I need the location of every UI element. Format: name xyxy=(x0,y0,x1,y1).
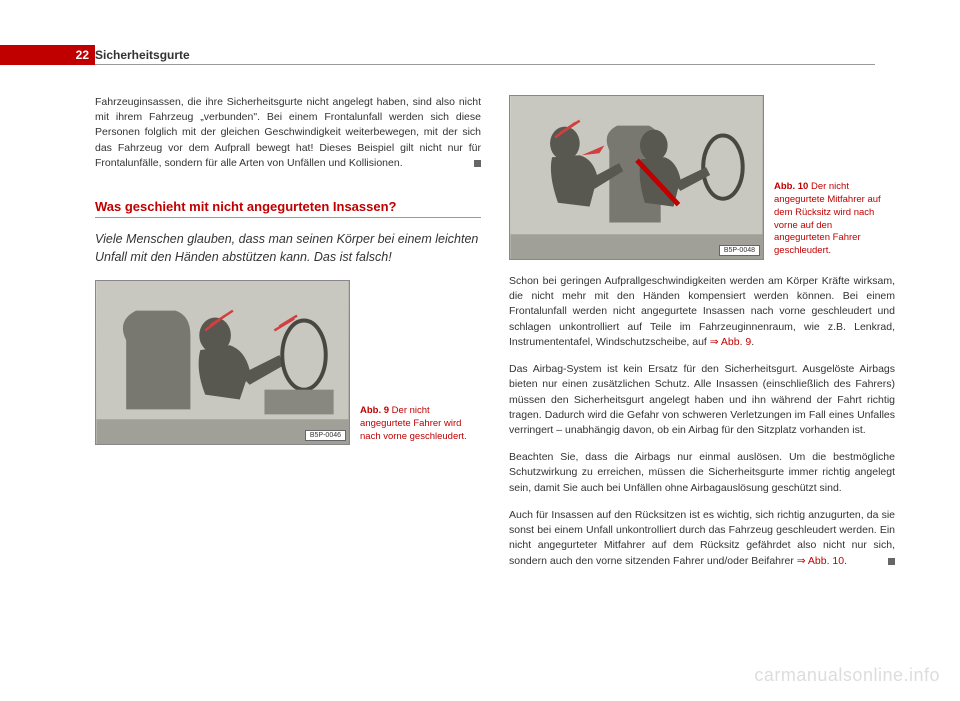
figure-9-abb: Abb. 9 xyxy=(360,405,389,416)
section-rule xyxy=(95,217,481,218)
end-marker xyxy=(474,160,481,167)
end-marker-2 xyxy=(888,558,895,565)
figure-10-tag: B5P-0048 xyxy=(719,245,760,256)
left-column: Fahrzeuginsassen, die ihre Sicherheitsgu… xyxy=(95,95,481,569)
section-heading: Was geschieht mit nicht angegurteten Ins… xyxy=(95,199,481,214)
ref-abb10: ⇒ Abb. 10 xyxy=(797,555,844,567)
intro-text: Viele Menschen glauben, dass man seinen … xyxy=(95,230,481,266)
right-column: B5P-0048 Abb. 10 Der nicht angegurtete M… xyxy=(509,95,895,569)
figure-9-tag: B5P-0046 xyxy=(305,430,346,441)
figure-10-caption: Abb. 10 Der nicht angegurtete Mitfahrer … xyxy=(774,181,889,260)
figure-10: B5P-0048 Abb. 10 Der nicht angegurtete M… xyxy=(509,95,895,260)
watermark: carmanualsonline.info xyxy=(754,665,940,686)
right-p4b: . xyxy=(844,555,847,567)
content-area: Fahrzeuginsassen, die ihre Sicherheitsgu… xyxy=(95,95,895,569)
right-p2: Das Airbag-System ist kein Ersatz für de… xyxy=(509,362,895,438)
right-p1: Schon bei geringen Aufprallgeschwindigke… xyxy=(509,274,895,350)
page-number-tab: 22 xyxy=(0,45,95,65)
right-p3: Beachten Sie, dass die Airbags nur einma… xyxy=(509,450,895,496)
figure-9: B5P-0046 Abb. 9 Der nicht angegurtete Fa… xyxy=(95,280,481,445)
figure-10-svg xyxy=(510,96,763,259)
left-p1: Fahrzeuginsassen, die ihre Sicherheitsgu… xyxy=(95,95,481,171)
figure-10-caption-text: Der nicht angegurtete Mitfahrer auf dem … xyxy=(774,181,881,256)
figure-10-abb: Abb. 10 xyxy=(774,181,808,192)
figure-9-svg xyxy=(96,281,349,444)
right-p4: Auch für Insassen auf den Rücksitzen ist… xyxy=(509,508,895,569)
header-title: Sicherheitsgurte xyxy=(95,45,190,65)
left-p1-text: Fahrzeuginsassen, die ihre Sicherheitsgu… xyxy=(95,96,481,169)
right-p1b: . xyxy=(751,336,754,348)
ref-abb9: ⇒ Abb. 9 xyxy=(710,336,752,348)
figure-9-image: B5P-0046 xyxy=(95,280,350,445)
figure-10-image: B5P-0048 xyxy=(509,95,764,260)
right-p1a: Schon bei geringen Aufprallgeschwindigke… xyxy=(509,275,895,348)
figure-9-caption: Abb. 9 Der nicht angegurtete Fahrer wird… xyxy=(360,405,475,445)
header-rule xyxy=(95,64,875,65)
